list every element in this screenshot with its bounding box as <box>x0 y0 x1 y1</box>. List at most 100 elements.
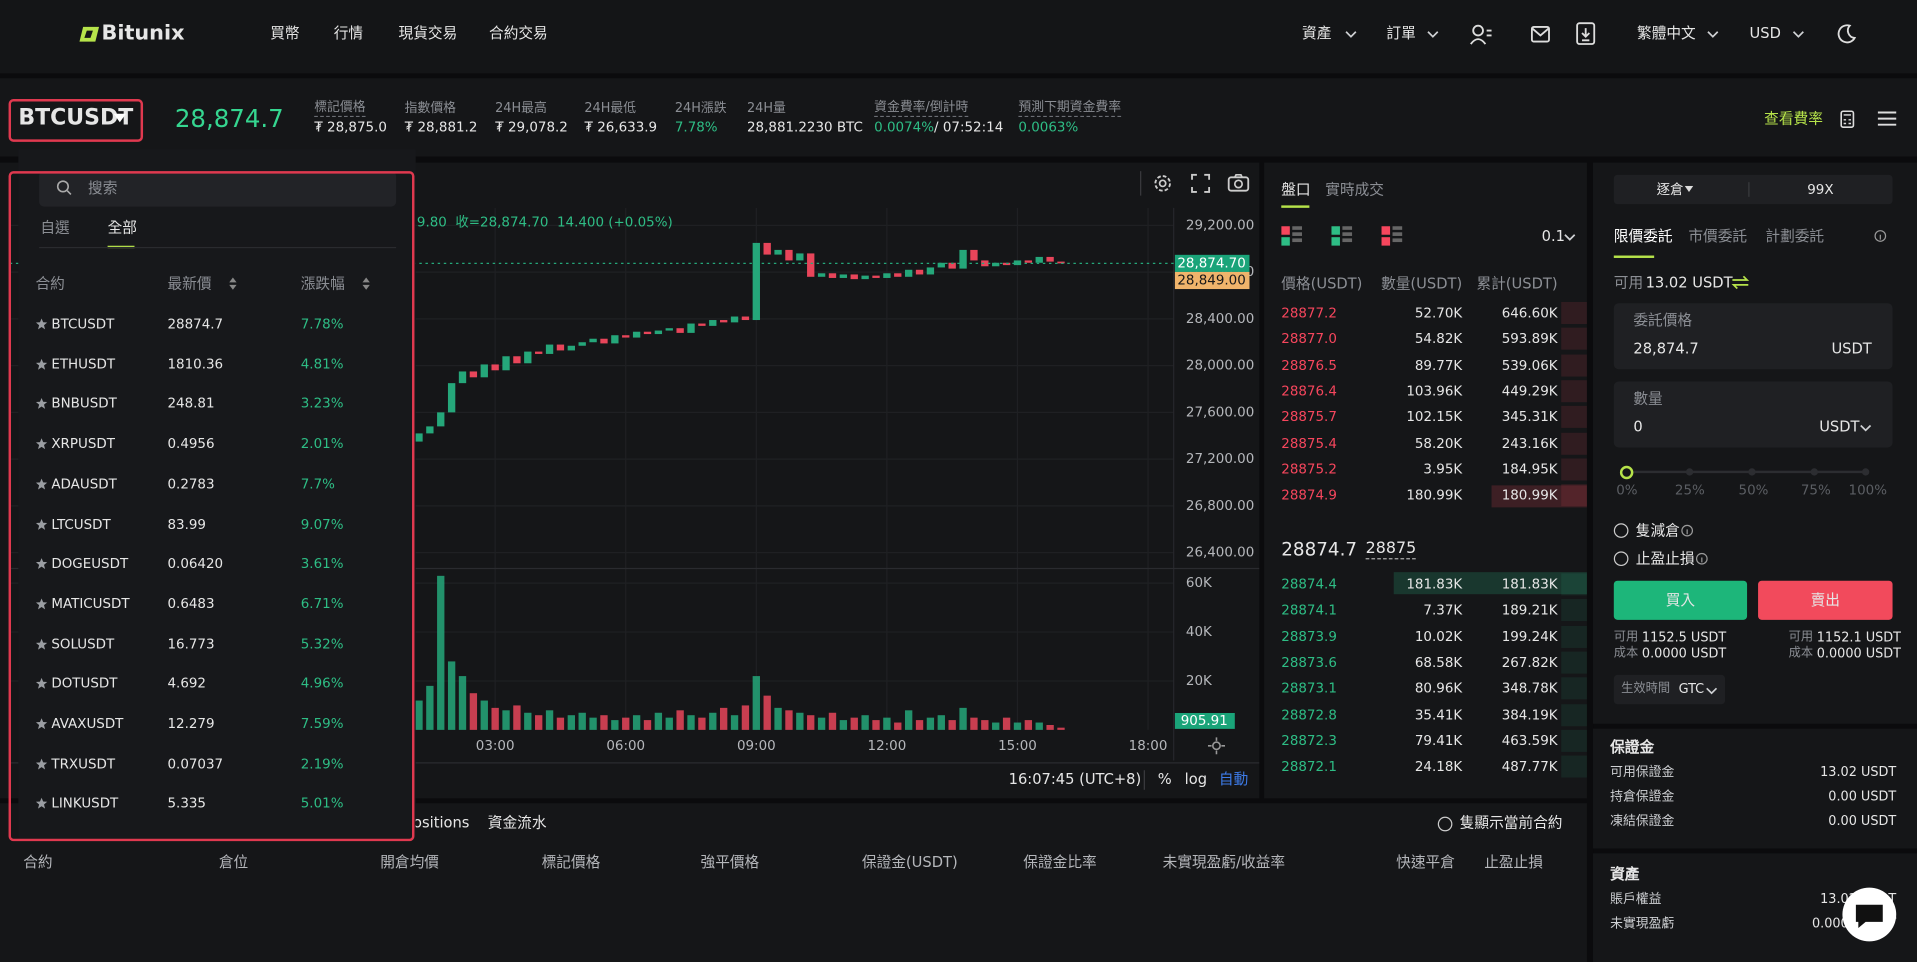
nav-menu[interactable]: USD <box>1749 24 1781 42</box>
section-title: 資產 <box>1610 865 1640 883</box>
info-value: 0.0000 USDT <box>1641 646 1727 662</box>
column-header: 合約 <box>23 853 53 871</box>
logo[interactable]: Bitunix <box>101 21 185 46</box>
volume-bar <box>654 712 663 730</box>
transfer-icon[interactable] <box>1731 275 1750 290</box>
star-icon[interactable] <box>35 478 48 490</box>
symbol-name[interactable]: ADAUSDT <box>51 475 117 492</box>
price-field[interactable] <box>1613 303 1893 370</box>
logo-mark[interactable] <box>78 24 100 44</box>
symbol-name[interactable]: DOGEUSDT <box>51 555 129 572</box>
star-icon[interactable] <box>35 718 48 730</box>
tif-box[interactable] <box>1613 674 1726 705</box>
scale-icon[interactable] <box>1207 737 1226 755</box>
tab-active[interactable]: 全部 <box>107 218 137 236</box>
order-tab[interactable]: 市價委託 <box>1688 227 1748 245</box>
slider-thumb[interactable] <box>1619 465 1634 480</box>
symbol-name[interactable]: TRXUSDT <box>51 755 116 772</box>
book-size: 79.41K <box>1414 732 1463 749</box>
star-icon[interactable] <box>35 758 48 770</box>
funding-countdown: / 07:52:14 <box>934 119 1004 136</box>
candle-body <box>872 275 880 278</box>
y-tick-label: 29,200.00 <box>1186 218 1254 233</box>
radio[interactable] <box>1613 523 1629 538</box>
rate-link[interactable]: 查看費率 <box>1764 110 1823 128</box>
price-step[interactable]: 0.1 <box>1541 227 1566 245</box>
positions-tab[interactable]: 資金流水 <box>487 814 547 832</box>
volume-bar <box>502 710 510 730</box>
symbol-name[interactable]: DOTUSDT <box>51 675 118 692</box>
nav-menu[interactable]: 繁體中文 <box>1637 24 1696 42</box>
symbol[interactable]: BTCUSDT <box>18 105 134 131</box>
star-icon[interactable] <box>35 438 48 450</box>
calc-icon[interactable] <box>1840 110 1855 128</box>
tab-active[interactable]: 盤口 <box>1281 180 1311 199</box>
download-icon[interactable] <box>1576 22 1596 45</box>
fullscreen-icon[interactable] <box>1191 173 1211 194</box>
qty-field[interactable] <box>1613 381 1893 448</box>
stat-label: 指數價格 <box>404 101 457 116</box>
star-icon-part <box>35 318 48 330</box>
nav-link[interactable]: 行情 <box>333 24 364 42</box>
depth-mode[interactable] <box>1381 226 1403 246</box>
search-box[interactable] <box>39 171 397 207</box>
slider-track[interactable] <box>1626 470 1867 474</box>
ma-tag-label: 28,849.00 <box>1177 274 1245 289</box>
star-icon[interactable] <box>35 678 48 690</box>
info-icon[interactable] <box>1874 230 1887 242</box>
user-icon[interactable] <box>1468 22 1492 46</box>
star-icon[interactable] <box>35 638 48 650</box>
ma-tag <box>1174 271 1250 290</box>
margin-mode[interactable]: 逐倉 <box>1656 181 1684 198</box>
symbol-name[interactable]: MATICUSDT <box>51 595 130 612</box>
depth-mode[interactable] <box>1331 226 1353 246</box>
theme-icon[interactable] <box>1836 23 1857 44</box>
positions-tab[interactable]: Positions <box>404 814 470 832</box>
nav-link[interactable]: 買幣 <box>270 24 300 42</box>
chat-button[interactable] <box>1839 886 1900 942</box>
nav-menu[interactable]: 資產 <box>1302 24 1332 42</box>
nav-link[interactable]: 現貨交易 <box>398 24 458 42</box>
star-icon[interactable] <box>35 358 48 370</box>
nav-link[interactable]: 合約交易 <box>489 24 548 42</box>
snapshot-icon[interactable] <box>1227 173 1250 192</box>
symbol-name[interactable]: SOLUSDT <box>51 635 115 652</box>
sort-icon[interactable] <box>229 276 238 291</box>
sort-icon[interactable] <box>362 276 371 291</box>
chevron <box>1860 424 1872 432</box>
order-tab[interactable]: 限價委託 <box>1613 227 1673 245</box>
symbol-caret[interactable] <box>112 112 127 123</box>
symbol-name[interactable]: AVAXUSDT <box>51 715 124 732</box>
star-icon[interactable] <box>35 798 48 810</box>
tab[interactable]: 自選 <box>40 218 70 236</box>
nav-menu[interactable]: 訂單 <box>1386 24 1416 42</box>
order-tab[interactable]: 計劃委託 <box>1765 227 1825 245</box>
symbol-name[interactable]: LTCUSDT <box>51 515 111 532</box>
depth-mode[interactable] <box>1281 226 1303 246</box>
menu-icon[interactable] <box>1877 110 1898 127</box>
radio[interactable] <box>1613 551 1629 567</box>
star-icon[interactable] <box>35 598 48 610</box>
symbol-name[interactable]: ETHUSDT <box>51 356 116 372</box>
tab[interactable]: 實時成交 <box>1325 180 1384 199</box>
stat-label: 24H最低 <box>584 101 637 116</box>
sell-button[interactable] <box>1758 580 1893 620</box>
field-label: 委託價格 <box>1633 311 1693 329</box>
depth-mode-part <box>1342 226 1353 230</box>
star-icon[interactable] <box>35 398 48 410</box>
star-icon[interactable] <box>35 518 48 530</box>
checkbox[interactable] <box>1437 816 1453 832</box>
leverage[interactable]: 99X <box>1807 181 1834 198</box>
mail-icon[interactable] <box>1530 25 1551 43</box>
symbol-name[interactable]: BNBUSDT <box>51 395 117 412</box>
depth-mode-part <box>1281 237 1290 246</box>
symbol-name[interactable]: BTCUSDT <box>51 316 115 332</box>
star-icon[interactable] <box>35 558 48 570</box>
buy-button[interactable] <box>1613 580 1748 620</box>
book-size: 7.37K <box>1423 602 1463 619</box>
depth-bar <box>1561 703 1587 726</box>
symbol-name[interactable]: LINKUSDT <box>51 795 119 812</box>
star-icon[interactable] <box>35 318 48 330</box>
symbol-name[interactable]: XRPUSDT <box>51 435 115 452</box>
settings-icon[interactable] <box>1152 172 1174 194</box>
